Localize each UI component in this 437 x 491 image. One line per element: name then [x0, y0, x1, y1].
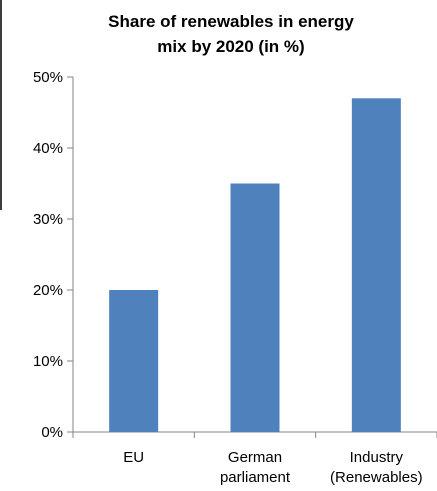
- y-tick-label: 20%: [33, 282, 63, 299]
- chart-bars: [109, 98, 401, 433]
- y-tick-label: 30%: [33, 211, 63, 228]
- x-category-label: (Renewables): [330, 469, 423, 486]
- y-tick-labels: 0% 10% 20% 30% 40% 50%: [33, 69, 63, 441]
- y-tick-label: 10%: [33, 353, 63, 370]
- x-category-label: Industry: [350, 449, 404, 466]
- chart-title-line-2: mix by 2020 (in %): [157, 37, 304, 56]
- bar-2: [351, 98, 401, 433]
- left-edge-rule: [0, 0, 2, 210]
- x-category-labels: EU German parliament Industry (Renewables): [123, 449, 422, 486]
- chart-title-line-1: Share of renewables in energy: [108, 12, 354, 31]
- x-category-label: EU: [123, 449, 144, 466]
- bar-0: [109, 290, 159, 432]
- x-category-label: German: [228, 449, 282, 466]
- bar-1: [230, 183, 280, 432]
- x-category-label: parliament: [220, 469, 291, 486]
- y-tick-label: 50%: [33, 69, 63, 86]
- y-tick-label: 0%: [41, 424, 63, 441]
- y-tick-label: 40%: [33, 140, 63, 157]
